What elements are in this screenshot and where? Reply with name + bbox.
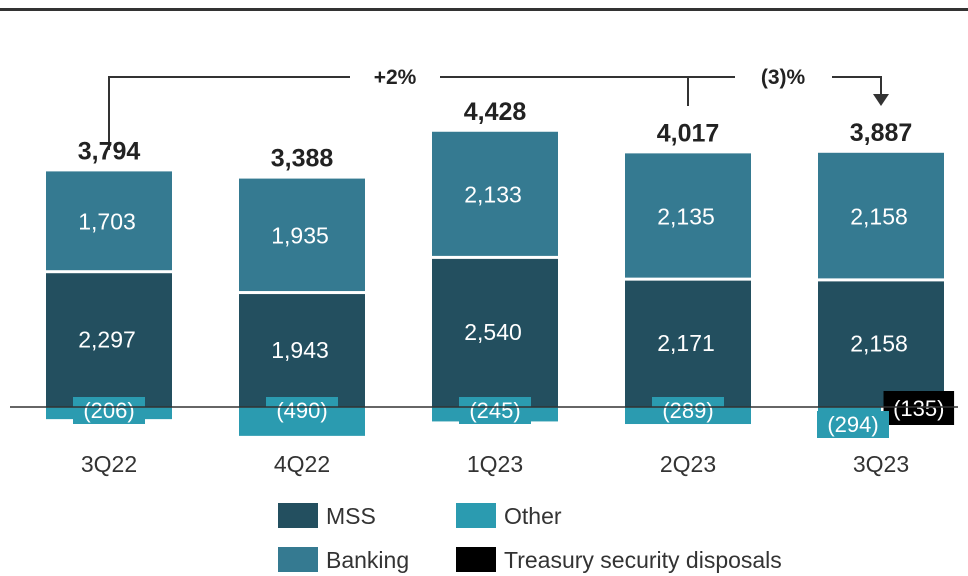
mss-value-label: 1,943	[271, 337, 329, 363]
bars: 2,297 1,703 (206) 3,794 1,943 1,935 (490) 3,388…	[46, 98, 955, 438]
bar-banking-2Q23	[625, 153, 751, 280]
other-value-label: (490)	[276, 398, 327, 423]
other-label-box	[459, 397, 531, 424]
x-axis: 3Q22 4Q22 1Q23 2Q23 3Q23	[10, 406, 958, 477]
segment-divider	[46, 270, 172, 274]
mss-value-label: 2,158	[850, 330, 908, 356]
banking-value-label: 1,935	[271, 223, 329, 249]
x-tick-label: 2Q23	[660, 451, 716, 477]
bar-banking-4Q22	[239, 178, 365, 293]
other-value-label: (206)	[83, 398, 134, 423]
legend-swatch-banking	[278, 547, 318, 572]
bar-banking-3Q22	[46, 171, 172, 272]
legend-label-mss: MSS	[326, 503, 376, 529]
segment-divider	[625, 277, 751, 281]
banking-value-label: 2,135	[657, 203, 715, 229]
arrow-head	[873, 94, 889, 106]
legend-swatch-mss	[278, 503, 318, 528]
bar-mss-2Q23	[625, 279, 751, 407]
bracket-right	[832, 76, 882, 96]
legend-swatch-other	[456, 503, 496, 528]
x-tick-label: 3Q22	[81, 451, 137, 477]
mss-value-label: 2,297	[78, 326, 136, 352]
bar-mss-4Q22	[239, 292, 365, 407]
other-value-label: (289)	[662, 398, 713, 423]
legend-label-other: Other	[504, 503, 562, 529]
bar-treasury-3Q23	[883, 391, 955, 425]
banking-value-label: 2,158	[850, 203, 908, 229]
bar-mss-3Q22	[46, 271, 172, 407]
legend: MSS Banking Other Treasury security disposa…	[278, 503, 782, 573]
legend-label-treasury-security-disposals: Treasury security disposals	[504, 547, 782, 573]
bar-banking-3Q23	[818, 152, 944, 280]
growth-label-qoq: (3)%	[761, 66, 806, 89]
total-label-3Q22: 3,794	[78, 137, 141, 165]
mss-value-label: 2,171	[657, 330, 715, 356]
total-label-2Q23: 4,017	[657, 119, 720, 147]
total-label-1Q23: 4,428	[464, 98, 527, 126]
treasury-label: (135)	[893, 396, 944, 421]
bar-banking-1Q23	[432, 131, 558, 258]
total-label-3Q23: 3,887	[850, 119, 913, 147]
other-value-label: (294)	[827, 412, 878, 437]
x-tick-label: 3Q23	[853, 451, 909, 477]
banking-value-label: 2,133	[464, 182, 522, 208]
mss-value-label: 2,540	[464, 319, 522, 345]
x-tick-label: 4Q22	[274, 451, 330, 477]
header-rule	[0, 8, 968, 11]
growth-label-yoy: +2%	[374, 66, 417, 89]
other-label-box	[652, 397, 724, 424]
bracket-left	[108, 76, 350, 150]
other-label-box	[73, 397, 145, 424]
total-label-4Q22: 3,388	[271, 145, 334, 173]
segment-divider	[818, 278, 944, 282]
bar-mss-1Q23	[432, 257, 558, 407]
segment-divider	[432, 255, 558, 259]
legend-swatch-treasury-security-disposals	[456, 547, 496, 572]
other-label-box	[817, 411, 889, 438]
bar-mss-3Q23	[818, 279, 944, 407]
segment-divider	[239, 291, 365, 295]
growth-annotations: +2% (3)%	[108, 66, 889, 150]
banking-value-label: 1,703	[78, 209, 136, 235]
legend-label-banking: Banking	[326, 547, 409, 573]
other-value-label: (245)	[469, 398, 520, 423]
other-label-box	[266, 397, 338, 424]
x-tick-label: 1Q23	[467, 451, 523, 477]
